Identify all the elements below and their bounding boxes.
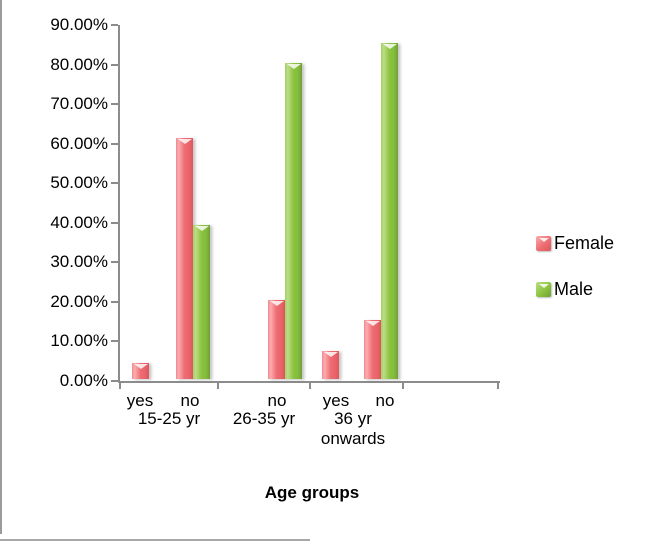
x-group-label-3: 36 yr onwards [320, 409, 386, 448]
bar-male-group1-no [193, 225, 210, 379]
y-tick-label: 0.00% [59, 371, 108, 390]
y-tick-mark [111, 182, 118, 185]
x-axis-line [118, 381, 500, 383]
x-axis-title: Age groups [264, 483, 360, 502]
y-tick-label: 50.00% [50, 173, 108, 193]
legend-entry-male: Male [536, 280, 593, 298]
x-tick-mark [217, 383, 219, 389]
y-tick-label: 40.00% [50, 212, 108, 232]
legend-entry-female: Female [536, 234, 614, 252]
y-tick-mark [111, 24, 118, 26]
x-tick-mark [119, 383, 121, 389]
y-tick-mark [111, 380, 118, 382]
x-tick-mark [309, 383, 311, 389]
y-tick-mark [111, 300, 118, 303]
bar-female-group3-yes [322, 351, 339, 379]
x-sub-label-yes-group3: yes [322, 391, 350, 410]
y-tick-mark [111, 142, 118, 145]
y-tick-label: 80.00% [50, 54, 108, 74]
bar-female-group3-no [364, 320, 381, 379]
x-tick-mark [497, 383, 499, 389]
plot-area [111, 24, 500, 389]
x-group-label-1: 15-25 yr [137, 409, 201, 428]
screenshot-bottom-border [0, 539, 310, 541]
legend-label: Female [554, 233, 615, 253]
y-tick-label: 90.00% [50, 15, 108, 34]
y-tick-mark [111, 63, 118, 66]
y-tick-label: 20.00% [50, 291, 108, 311]
bar-female-group1-yes [132, 363, 149, 379]
bar-female-group1-no [176, 138, 193, 379]
y-tick-label: 30.00% [50, 252, 108, 272]
x-sub-label-no-group1: no [180, 391, 200, 410]
y-tick-label: 10.00% [50, 331, 108, 351]
y-tick-label: 60.00% [50, 133, 108, 153]
x-sub-label-yes-group1: yes [126, 391, 154, 410]
bar-male-group3-no [381, 43, 398, 379]
y-tick-mark [111, 221, 118, 224]
y-tick-mark [111, 340, 118, 343]
legend-marker-male-icon [536, 281, 551, 297]
x-sub-label-no-group3: no [375, 391, 395, 410]
legend-marker-female-icon [536, 235, 551, 251]
legend-label: Male [554, 279, 594, 299]
x-group-label-2: 26-35 yr [232, 409, 296, 428]
y-tick-mark [111, 103, 118, 106]
y-tick-label: 70.00% [50, 94, 108, 114]
y-tick-mark [111, 261, 118, 264]
bar-female-group2-no [268, 300, 285, 379]
screenshot-left-border [0, 0, 2, 534]
x-tick-mark [402, 383, 404, 389]
bar-male-group2-no [285, 63, 302, 379]
y-axis-line [118, 25, 120, 383]
x-sub-label-no-group2: no [267, 391, 287, 410]
